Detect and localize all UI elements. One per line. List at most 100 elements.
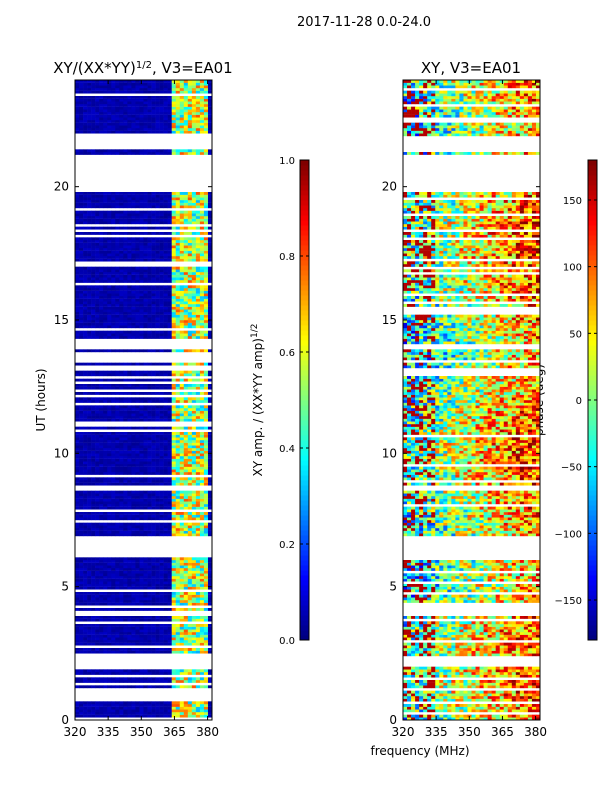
left-heatmap-cell: [79, 573, 84, 577]
left-heatmap-cell: [135, 285, 140, 289]
left-heatmap-cell: [119, 280, 124, 283]
left-heatmap-cell: [111, 258, 116, 262]
left-heatmap-cell: [75, 528, 80, 531]
left-heatmap-cell: [195, 258, 201, 262]
left-heatmap-cell: [183, 648, 189, 651]
left-heatmap-cell: [191, 242, 197, 246]
left-heatmap-cell: [135, 440, 140, 443]
left-heatmap-cell: [167, 416, 173, 419]
left-heatmap-cell: [151, 325, 156, 329]
left-heatmap-cell: [171, 152, 177, 155]
left-heatmap-cell: [79, 592, 84, 595]
left-heatmap-cell: [155, 432, 160, 435]
left-heatmap-cell: [183, 650, 189, 654]
left-heatmap-cell: [151, 322, 156, 326]
left-heatmap-cell: [151, 453, 156, 457]
left-heatmap-cell: [115, 386, 120, 390]
left-heatmap-cell: [119, 226, 124, 230]
left-heatmap-cell: [95, 512, 100, 515]
left-heatmap-cell: [167, 586, 173, 590]
left-heatmap-cell: [167, 448, 173, 451]
left-heatmap-cell: [163, 634, 168, 638]
left-heatmap-cell: [119, 616, 124, 619]
left-heatmap-cell: [183, 517, 189, 521]
left-heatmap-cell: [139, 624, 144, 627]
left-heatmap-cell: [183, 581, 189, 585]
left-heatmap-cell: [91, 336, 96, 339]
left-heatmap-cell: [207, 218, 213, 222]
left-heatmap-cell: [195, 464, 201, 467]
left-heatmap-cell: [123, 293, 128, 297]
left-heatmap-cell: [79, 442, 84, 446]
left-heatmap-cell: [207, 514, 213, 518]
left-heatmap-cell: [191, 626, 197, 630]
left-heatmap-cell: [83, 570, 88, 574]
left-heatmap-cell: [83, 314, 88, 318]
left-heatmap-cell: [191, 464, 197, 467]
left-heatmap-cell: [167, 218, 173, 222]
left-heatmap-cell: [147, 152, 152, 155]
left-heatmap-cell: [175, 397, 181, 401]
left-heatmap-cell: [131, 320, 136, 323]
left-heatmap-cell: [147, 704, 152, 707]
left-heatmap-cell: [159, 496, 164, 499]
left-heatmap-cell: [167, 608, 173, 611]
left-heatmap-cell: [203, 594, 209, 598]
left-heatmap-cell: [87, 506, 92, 510]
left-heatmap-cell: [111, 213, 116, 217]
left-heatmap-cell: [111, 498, 116, 502]
left-heatmap-cell: [143, 274, 148, 278]
left-heatmap-cell: [123, 117, 128, 121]
left-heatmap-cell: [107, 640, 112, 643]
left-heatmap-cell: [103, 269, 108, 273]
left-heatmap-cell: [191, 245, 197, 249]
left-heatmap-cell: [103, 330, 108, 334]
left-heatmap-cell: [139, 464, 144, 467]
left-heatmap-cell: [119, 392, 124, 395]
left-heatmap-cell: [95, 469, 100, 473]
left-heatmap-cell: [183, 336, 189, 339]
left-colorbar-label-exponent: 1/2: [250, 324, 260, 338]
left-heatmap-cell: [111, 216, 116, 219]
left-heatmap-cell: [107, 501, 112, 505]
left-heatmap-cell: [147, 309, 152, 313]
left-heatmap-cell: [135, 632, 140, 635]
left-heatmap-cell: [147, 530, 152, 534]
left-heatmap-cell: [207, 704, 213, 707]
left-heatmap-cell: [191, 477, 197, 481]
left-heatmap-cell: [187, 256, 193, 259]
left-heatmap-cell: [119, 349, 124, 353]
left-heatmap-cell: [139, 434, 144, 438]
left-heatmap-cell: [179, 440, 185, 443]
left-heatmap-cell: [195, 256, 201, 259]
left-heatmap-cell: [151, 232, 156, 235]
left-heatmap-cell: [135, 498, 140, 502]
left-heatmap-cell: [103, 405, 108, 409]
left-heatmap-cell: [183, 490, 189, 494]
left-heatmap-cell: [75, 570, 80, 574]
left-heatmap-cell: [199, 584, 205, 587]
left-heatmap-cell: [107, 432, 112, 435]
left-heatmap-cell: [195, 592, 201, 595]
left-heatmap-cell: [151, 437, 156, 441]
left-heatmap-cell: [167, 272, 173, 275]
left-heatmap-cell: [195, 269, 201, 273]
left-heatmap-cell: [163, 440, 168, 443]
left-heatmap-cell: [199, 240, 205, 243]
left-heatmap-cell: [139, 562, 144, 566]
left-heatmap-cell: [103, 672, 108, 675]
left-heatmap-cell: [171, 568, 177, 571]
left-heatmap-cell: [147, 408, 152, 411]
left-heatmap-cell: [187, 618, 193, 622]
left-heatmap-cell: [123, 149, 128, 153]
left-heatmap-cell: [163, 578, 168, 582]
left-heatmap-cell: [111, 560, 116, 563]
left-heatmap-cell: [179, 418, 185, 422]
left-heatmap-cell: [143, 298, 148, 302]
left-heatmap-cell: [75, 704, 80, 707]
left-heatmap-cell: [107, 272, 112, 275]
left-heatmap-cell: [79, 634, 84, 638]
left-heatmap-cell: [135, 472, 140, 475]
left-heatmap-cell: [187, 362, 193, 366]
left-heatmap-cell: [191, 709, 197, 713]
